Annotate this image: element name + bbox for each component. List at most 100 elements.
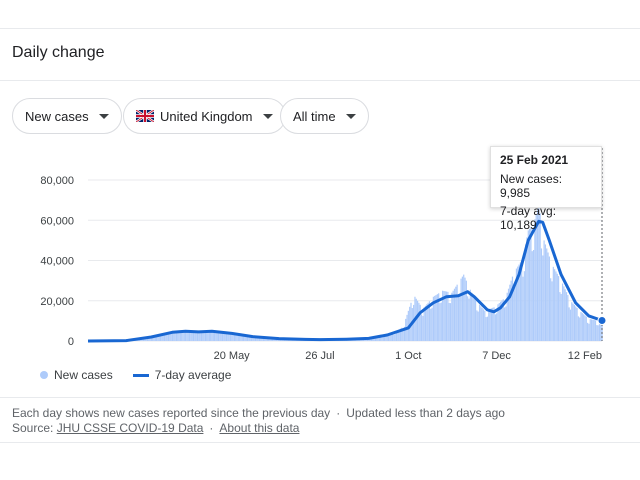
case-bar [390, 333, 392, 341]
range-dropdown[interactable]: All time [280, 98, 369, 134]
case-bar [474, 300, 477, 341]
case-bar [374, 337, 377, 341]
case-bar [600, 320, 602, 341]
chevron-down-icon [262, 113, 273, 119]
case-bar [178, 331, 180, 341]
about-data-link[interactable]: About this data [219, 421, 300, 435]
chart-legend: New cases 7-day average [40, 368, 231, 382]
country-dropdown[interactable]: United Kingdom [123, 98, 286, 134]
case-bar [507, 288, 510, 341]
case-bar [152, 336, 154, 341]
top-divider [0, 28, 640, 29]
case-bar [597, 325, 599, 341]
case-bar [569, 309, 572, 341]
case-bar [196, 331, 199, 341]
case-bar [576, 307, 578, 341]
case-bar [486, 316, 489, 341]
legend-bars-label: New cases [54, 368, 113, 382]
source-label: Source: [12, 421, 54, 435]
case-bar [181, 331, 183, 341]
case-bar [244, 335, 246, 341]
case-bar [581, 313, 583, 341]
case-bar [542, 255, 544, 341]
chevron-down-icon [345, 113, 356, 119]
case-bar [580, 311, 582, 341]
case-bar [517, 266, 519, 341]
y-tick-label: 40,000 [40, 256, 74, 268]
case-bar [161, 334, 163, 341]
footer-info: Each day shows new cases reported since … [12, 406, 505, 420]
case-bar [393, 334, 395, 341]
case-bar [246, 335, 249, 341]
source-link[interactable]: JHU CSSE COVID-19 Data [56, 421, 204, 435]
case-bar [472, 295, 474, 341]
case-bar [266, 337, 268, 341]
case-bar [598, 320, 601, 341]
legend-bar-swatch [40, 371, 48, 379]
case-bar [588, 323, 590, 341]
case-bar [544, 244, 547, 341]
tooltip-date: 25 Feb 2021 [500, 153, 569, 167]
x-tick-label: 7 Dec [482, 350, 511, 362]
footer-updated: Updated less than 2 days ago [346, 406, 505, 420]
case-bar [500, 301, 502, 341]
case-bar [496, 313, 498, 341]
case-bar [567, 295, 569, 341]
case-bar [540, 248, 543, 341]
case-bar [546, 248, 548, 341]
case-bar [558, 276, 560, 341]
case-bar [492, 307, 494, 341]
case-bar [435, 295, 437, 341]
case-bar [252, 336, 254, 341]
case-bar [452, 290, 454, 341]
case-bar [235, 333, 237, 341]
case-bar [162, 334, 164, 341]
case-bar [445, 291, 448, 341]
case-bar [551, 281, 553, 341]
case-bar [376, 336, 378, 341]
case-bar [261, 337, 263, 341]
case-bar [572, 303, 574, 341]
case-bar [543, 240, 545, 341]
case-bar [208, 331, 210, 341]
case-bar [170, 332, 172, 341]
case-bar [455, 286, 457, 341]
case-bar [241, 334, 243, 341]
case-bar [186, 331, 188, 341]
case-bar [231, 333, 233, 341]
case-bar [594, 320, 597, 341]
case-bar [563, 286, 565, 341]
case-bar [511, 276, 514, 341]
case-bar [575, 306, 577, 341]
case-bar [471, 292, 473, 341]
case-bar [248, 335, 250, 341]
case-bar [506, 292, 508, 341]
case-bar [372, 337, 374, 341]
case-bar [233, 333, 235, 341]
case-bar [592, 319, 594, 341]
case-bar [207, 331, 209, 341]
case-bar [211, 331, 213, 341]
case-bar [220, 332, 222, 341]
case-bar [153, 336, 155, 341]
case-bar [548, 256, 550, 341]
metric-dropdown[interactable]: New cases [12, 98, 122, 134]
legend-line-swatch [132, 373, 149, 377]
case-bar [202, 331, 204, 341]
case-bar [585, 316, 587, 341]
case-bar [203, 331, 205, 341]
case-bar [154, 336, 156, 341]
case-bar [158, 335, 160, 341]
y-tick-label: 60,000 [40, 215, 74, 227]
case-bar [456, 284, 458, 341]
case-bar [399, 328, 402, 341]
case-bar [535, 214, 537, 341]
case-bar [377, 336, 379, 341]
case-bar [217, 332, 220, 341]
y-tick-label: 20,000 [40, 296, 74, 308]
daily-cases-chart[interactable]: 80,000 60,000 40,000 20,000 0 20 May 26 Jul 1 O… [0, 140, 640, 365]
case-bar [467, 296, 469, 341]
case-bar [212, 331, 214, 341]
case-bar [240, 334, 242, 341]
case-bar [538, 204, 540, 341]
